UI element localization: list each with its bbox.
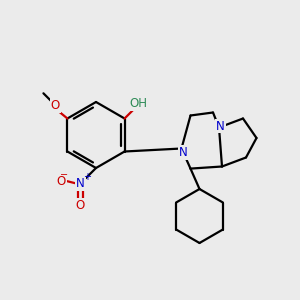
Text: N: N [76, 177, 85, 190]
Text: N: N [216, 119, 225, 133]
Text: O: O [76, 199, 85, 212]
Text: −: − [60, 169, 68, 180]
Text: O: O [57, 175, 66, 188]
Text: OH: OH [130, 97, 148, 110]
Text: N: N [178, 146, 188, 159]
Text: +: + [83, 172, 91, 182]
Text: O: O [51, 99, 60, 112]
